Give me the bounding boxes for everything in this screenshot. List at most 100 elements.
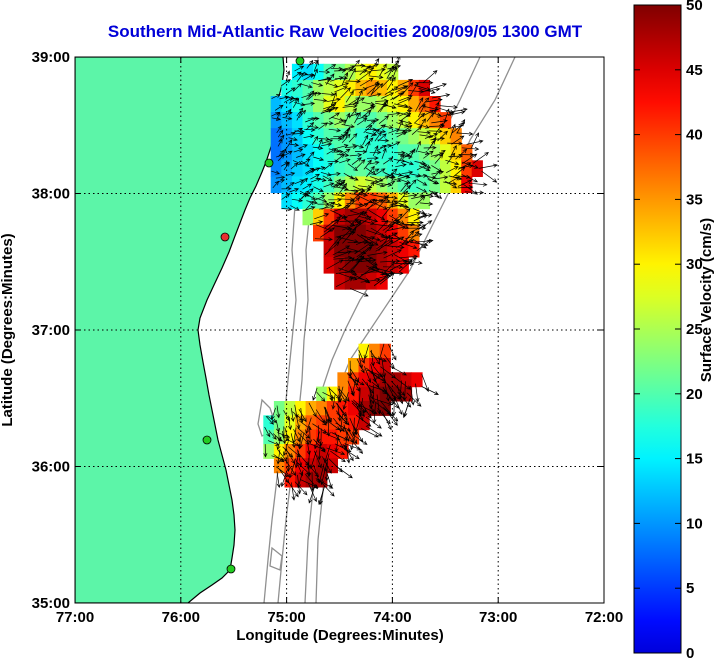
velocity-arrow bbox=[366, 199, 384, 210]
velocity-arrow bbox=[352, 256, 373, 261]
velocity-arrow bbox=[290, 205, 300, 211]
velocity-arrow bbox=[306, 461, 320, 478]
velocity-cell bbox=[397, 192, 409, 210]
velocity-arrow bbox=[288, 415, 293, 431]
velocity-arrow bbox=[364, 366, 372, 384]
velocity-arrow bbox=[312, 423, 328, 434]
velocity-cell bbox=[323, 256, 335, 274]
velocity-cell bbox=[291, 176, 304, 194]
velocity-arrow bbox=[357, 388, 362, 408]
velocity-arrow bbox=[370, 364, 377, 383]
velocity-arrow bbox=[333, 178, 341, 189]
velocity-arrow bbox=[406, 220, 424, 225]
velocity-arrow bbox=[360, 235, 381, 242]
velocity-arrow bbox=[296, 461, 311, 476]
velocity-arrow bbox=[415, 140, 421, 153]
velocity-arrow bbox=[365, 127, 377, 132]
velocity-arrow bbox=[292, 71, 302, 79]
velocity-cell bbox=[376, 144, 388, 161]
velocity-cell bbox=[323, 79, 335, 97]
velocity-arrow bbox=[387, 213, 403, 227]
map-area bbox=[75, 57, 604, 603]
velocity-arrow bbox=[292, 97, 300, 108]
velocity-arrow bbox=[363, 344, 370, 360]
velocity-arrow bbox=[422, 70, 438, 84]
velocity-cell bbox=[376, 128, 388, 145]
velocity-cell bbox=[316, 444, 328, 459]
x-tick-label: 72:00 bbox=[585, 609, 623, 626]
velocity-arrow bbox=[334, 434, 340, 453]
velocity-cell bbox=[408, 160, 420, 177]
velocity-arrow bbox=[292, 160, 303, 165]
velocity-arrow bbox=[398, 190, 409, 203]
velocity-arrow bbox=[381, 411, 392, 431]
velocity-arrow bbox=[356, 358, 365, 374]
velocity-arrow bbox=[337, 182, 348, 196]
velocity-arrow bbox=[312, 387, 318, 401]
y-tick-label: 35:00 bbox=[32, 595, 70, 612]
velocity-arrow bbox=[326, 106, 339, 113]
velocity-arrow bbox=[421, 373, 429, 393]
velocity-arrow bbox=[308, 426, 313, 445]
velocity-arrow bbox=[309, 220, 324, 225]
velocity-arrow bbox=[325, 73, 335, 85]
velocity-arrow bbox=[307, 151, 315, 160]
velocity-arrow bbox=[298, 432, 305, 449]
velocity-cell bbox=[365, 240, 378, 258]
velocity-cell bbox=[355, 128, 367, 145]
velocity-arrow bbox=[425, 97, 443, 103]
velocity-arrow bbox=[271, 170, 281, 175]
velocity-arrow bbox=[286, 455, 291, 472]
velocity-arrow bbox=[418, 118, 426, 130]
velocity-cell bbox=[273, 401, 286, 416]
velocity-arrow bbox=[282, 116, 293, 121]
velocity-cell bbox=[270, 96, 282, 113]
velocity-arrow bbox=[275, 175, 286, 180]
x-tick-label: 75:00 bbox=[267, 609, 305, 626]
velocity-cell bbox=[355, 273, 367, 290]
velocity-cell bbox=[323, 224, 335, 242]
velocity-arrow bbox=[318, 485, 326, 505]
velocity-cell bbox=[358, 372, 370, 388]
velocity-cell bbox=[344, 63, 356, 81]
velocity-cell bbox=[291, 96, 304, 113]
velocity-arrow bbox=[326, 259, 344, 270]
velocity-arrow bbox=[388, 344, 397, 361]
velocity-arrow bbox=[416, 179, 428, 186]
velocity-arrow bbox=[363, 181, 375, 197]
velocity-arrow bbox=[315, 197, 328, 203]
velocity-arrow bbox=[264, 426, 271, 438]
velocity-cell bbox=[397, 96, 409, 113]
velocity-arrow bbox=[294, 179, 305, 185]
velocity-arrow bbox=[328, 235, 342, 251]
velocity-arrow bbox=[276, 437, 282, 451]
velocity-arrow bbox=[289, 188, 300, 193]
velocity-arrow bbox=[352, 434, 368, 445]
velocity-arrow bbox=[309, 443, 327, 451]
velocity-cell bbox=[379, 372, 391, 388]
velocity-cell bbox=[323, 160, 335, 177]
velocity-arrow bbox=[380, 76, 393, 89]
velocity-cell bbox=[376, 112, 388, 129]
velocity-arrow bbox=[297, 474, 302, 495]
velocity-cell bbox=[358, 358, 370, 373]
velocity-arrow bbox=[342, 104, 358, 109]
velocity-arrow bbox=[370, 83, 384, 95]
velocity-cell bbox=[365, 256, 378, 274]
velocity-cell bbox=[408, 112, 420, 129]
velocity-arrow bbox=[300, 160, 310, 167]
velocity-cell bbox=[281, 192, 293, 210]
velocity-arrow bbox=[335, 269, 356, 274]
velocity-cell bbox=[397, 240, 409, 258]
velocity-arrow bbox=[319, 204, 335, 210]
velocity-arrow bbox=[403, 260, 423, 265]
velocity-arrow bbox=[317, 441, 322, 461]
velocity-arrow bbox=[320, 481, 335, 497]
velocity-arrow bbox=[285, 87, 296, 95]
velocity-arrow bbox=[281, 193, 291, 200]
velocity-cell bbox=[387, 96, 399, 113]
velocity-arrow bbox=[302, 101, 316, 106]
velocity-arrow bbox=[398, 110, 412, 117]
velocity-cell bbox=[429, 144, 441, 161]
velocity-arrow bbox=[293, 128, 304, 133]
